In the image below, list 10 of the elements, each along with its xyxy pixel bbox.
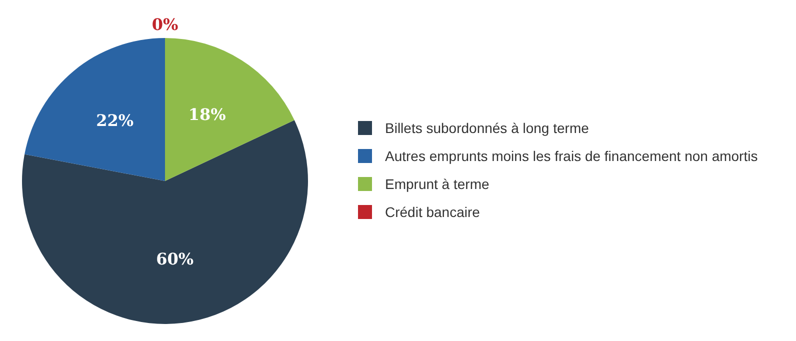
text: 0%	[152, 15, 178, 34]
data-label: 60%	[156, 250, 194, 269]
legend-label: Billets subordonnés à long terme	[385, 120, 590, 136]
data-label: 22%	[96, 111, 134, 130]
legend-label: Crédit bancaire	[385, 204, 480, 220]
pie-slice	[165, 38, 294, 181]
pie-slice	[24, 38, 165, 181]
legend-label: Autres emprunts moins les frais de financement non amortis	[385, 148, 758, 164]
data-label: 18%	[188, 105, 226, 124]
legend-label: Emprunt à terme	[385, 176, 490, 192]
